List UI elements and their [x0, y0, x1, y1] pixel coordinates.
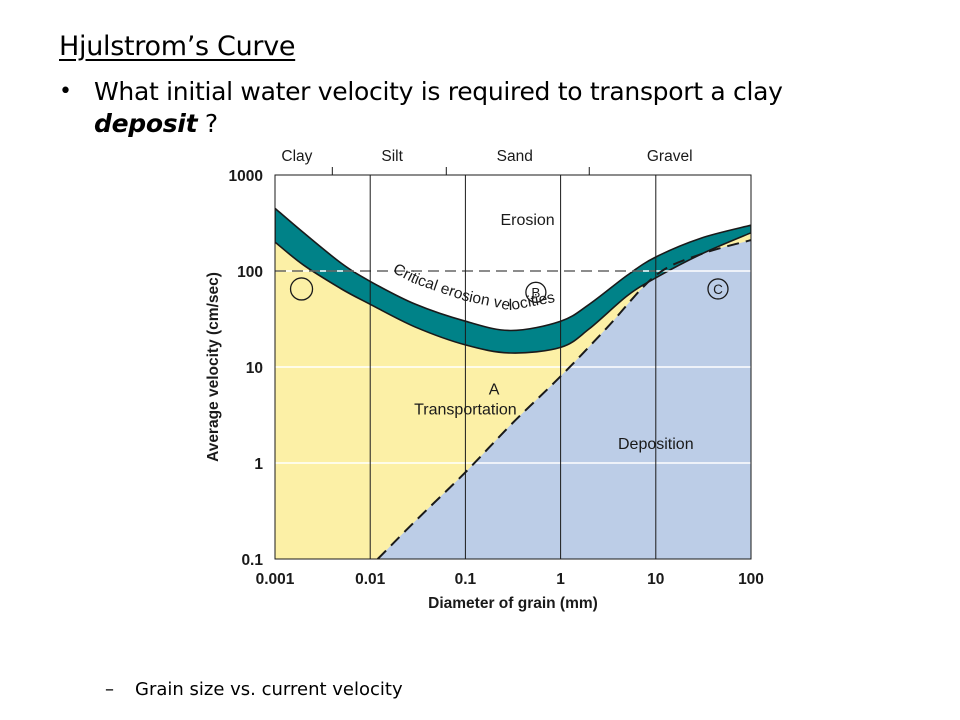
bullet-marker: • [59, 79, 72, 104]
x-tick-label: 0.01 [355, 571, 386, 588]
question-text-post: ? [197, 109, 218, 138]
critical-erosion-band [275, 207, 751, 354]
question-emphasis: deposit [94, 109, 198, 138]
y-axis-label: Average velocity (cm/sec) [205, 272, 222, 462]
annotation-b-circle [525, 281, 547, 303]
x-tick-label: 100 [738, 571, 764, 588]
y-tick-label: 1 [254, 456, 263, 473]
annotation-a: A [489, 381, 500, 398]
x-tick-label: 0.1 [455, 571, 477, 588]
question-text: What initial water velocity is required … [94, 76, 879, 140]
annotation-b: B [531, 285, 540, 300]
y-tick-label: 10 [246, 360, 263, 377]
grain-class-labels: Clay Silt Sand Gravel [281, 148, 692, 165]
slide-title: Hjulstrom’s Curve [59, 31, 296, 62]
sub-bullet-text: Grain size vs. current velocity [135, 679, 403, 700]
deposition-area [377, 240, 751, 559]
annotation-empty-circle [289, 277, 314, 301]
grain-class-label: Silt [381, 148, 403, 165]
grain-class-label: Sand [497, 148, 533, 165]
sub-bullet: – Grain size vs. current velocity [105, 679, 403, 700]
grain-class-label: Clay [281, 148, 312, 165]
region-label-deposition: Deposition [618, 436, 694, 453]
region-label-transportation: Transportation [414, 402, 517, 419]
deposition-boundary-line [376, 239, 751, 559]
x-tick-label: 1 [556, 571, 565, 588]
x-axis-label: Diameter of grain (mm) [428, 595, 598, 612]
y-tick-label: 100 [237, 264, 263, 281]
x-tick-labels: 0.001 0.01 0.1 1 10 100 [256, 571, 764, 588]
grain-class-label: Gravel [647, 148, 693, 165]
y-tick-label: 0.1 [241, 552, 263, 569]
region-label-erosion: Erosion [500, 212, 554, 229]
vertical-gridlines [369, 175, 657, 559]
x-tick-label: 0.001 [256, 571, 295, 588]
grain-class-dividers [331, 167, 590, 175]
annotation-c-circle [707, 278, 729, 300]
question-text-pre: What initial water velocity is required … [94, 77, 783, 106]
question-bullet: • What initial water velocity is require… [59, 76, 879, 140]
sub-bullet-dash: – [105, 679, 114, 700]
x-tick-label: 10 [647, 571, 664, 588]
y-tick-labels: 1000 100 10 1 0.1 [229, 168, 264, 569]
y-tick-label: 1000 [229, 168, 263, 185]
hjulstrom-chart: Clay Silt Sand Gravel 0.001 0.01 0.1 1 10 100 10… [205, 148, 764, 612]
annotation-c: C [713, 282, 723, 297]
plot-frame [274, 174, 752, 560]
